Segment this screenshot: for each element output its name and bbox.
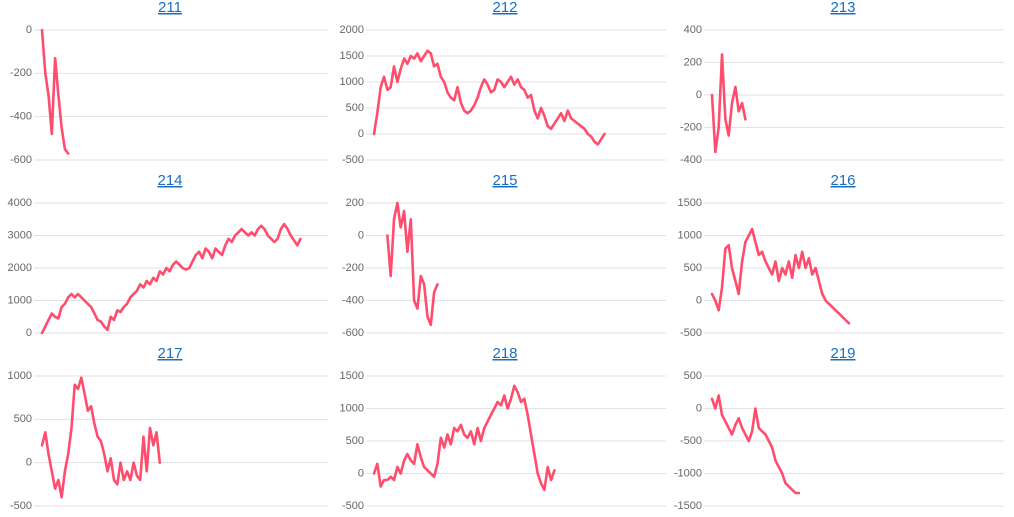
data-line [372,49,606,146]
y-tick-label: 200 [684,56,702,68]
y-tick-label: -400 [680,154,702,166]
y-tick-label: 1000 [340,76,364,88]
chart-title[interactable]: 219 [830,345,855,362]
y-tick-label: 0 [26,457,32,469]
chart-title[interactable]: 214 [157,172,182,189]
y-tick-label: 0 [358,128,364,140]
data-line [710,394,801,495]
y-tick-label: -200 [10,67,32,79]
y-tick-label: 200 [346,197,364,209]
y-tick-label: 4000 [8,197,32,209]
y-tick-label: -500 [342,154,364,166]
y-tick-label: 0 [696,294,702,306]
y-tick-label: 1000 [8,294,32,306]
y-tick-label: -500 [10,500,32,512]
y-tick-label: -200 [680,121,702,133]
y-tick-label: -500 [680,435,702,447]
chart-title[interactable]: 213 [830,0,855,16]
y-tick-label: 0 [26,327,32,339]
data-line [40,376,162,499]
y-tick-label: 500 [684,370,702,382]
chart-title[interactable]: 217 [157,345,182,362]
y-tick-label: -600 [10,154,32,166]
y-tick-label: 1000 [678,229,702,241]
chart-title[interactable]: 212 [492,0,517,16]
data-line [710,227,851,325]
y-tick-label: 0 [696,89,702,101]
y-tick-label: 0 [358,467,364,479]
y-tick-label: 2000 [8,262,32,274]
y-tick-label: 500 [346,102,364,114]
y-tick-label: 0 [358,229,364,241]
y-tick-label: 500 [346,435,364,447]
y-tick-label: 0 [26,24,32,36]
y-tick-label: -500 [342,500,364,512]
y-tick-label: -400 [10,111,32,123]
y-tick-label: -1000 [674,467,702,479]
y-tick-label: -200 [342,262,364,274]
data-line [372,384,556,492]
y-tick-label: -500 [680,327,702,339]
chart-title[interactable]: 216 [830,172,855,189]
data-line [710,53,747,154]
y-tick-label: 1500 [340,370,364,382]
y-tick-label: 0 [696,402,702,414]
y-tick-label: -1500 [674,500,702,512]
data-line [40,28,70,155]
y-tick-label: 1500 [678,197,702,209]
y-tick-label: 500 [14,413,32,425]
y-tick-label: 400 [684,24,702,36]
y-tick-label: 1000 [8,370,32,382]
chart-title[interactable]: 211 [158,0,182,16]
y-tick-label: 500 [684,262,702,274]
chart-title[interactable]: 215 [492,172,517,189]
y-tick-label: -400 [342,294,364,306]
data-line [386,201,439,327]
y-tick-label: 1500 [340,50,364,62]
chart-title[interactable]: 218 [492,345,517,362]
y-tick-label: -600 [342,327,364,339]
y-tick-label: 3000 [8,229,32,241]
data-line [40,222,302,335]
y-tick-label: 2000 [340,24,364,36]
y-tick-label: 1000 [340,402,364,414]
